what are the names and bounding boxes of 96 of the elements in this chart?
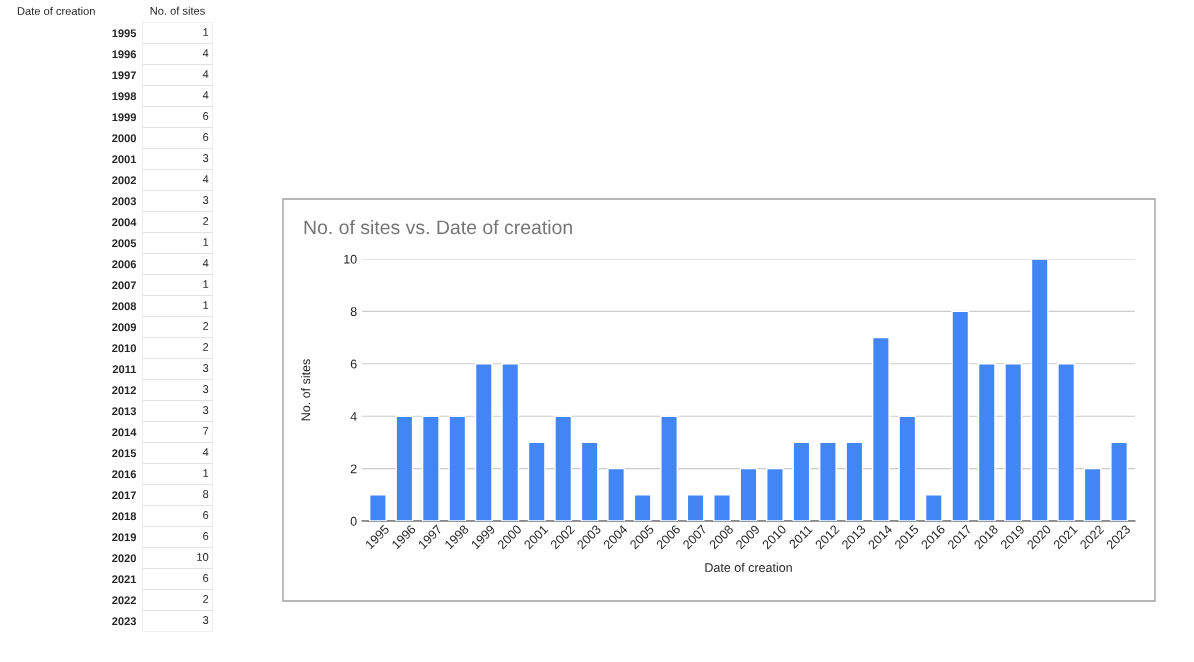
y-tick-label: 2023 [112, 617, 137, 626]
bar [368, 494, 387, 521]
y-axis-title: Date of creation [17, 6, 95, 15]
data-label: 4 [202, 259, 209, 267]
data-label: 6 [203, 511, 209, 519]
bar [845, 441, 864, 521]
data-label: 6 [203, 133, 209, 141]
bar [1030, 259, 1049, 521]
y-tick-label: 2020 [112, 554, 136, 563]
bar [924, 494, 943, 521]
y-tick-label: 2016 [112, 470, 137, 479]
y-tick-label: 2004 [112, 218, 137, 227]
y-tick-label: 2014 [112, 428, 137, 437]
data-label: 3 [202, 616, 209, 624]
bar [713, 494, 731, 521]
bar [977, 363, 996, 521]
bar [686, 494, 705, 521]
y-tick-label: 2005 [112, 239, 137, 248]
bar [660, 415, 678, 521]
x-axis-title: Date of creation [705, 562, 792, 572]
y-tick-label: 0 [350, 516, 357, 526]
bar [871, 336, 890, 521]
bar [554, 415, 573, 521]
y-tick-label: 2 [350, 464, 357, 474]
y-tick-label: 8 [350, 307, 357, 317]
data-label: 7 [203, 427, 209, 435]
data-label: 3 [202, 364, 209, 372]
bar [1057, 363, 1076, 521]
y-tick-label: 2012 [112, 386, 136, 395]
y-tick-label: 2003 [112, 197, 137, 206]
bar [766, 467, 784, 521]
bar [448, 415, 467, 521]
y-tick-label: 1996 [112, 50, 137, 59]
y-tick-label: 1999 [112, 113, 137, 122]
y-tick-label: 10 [344, 254, 357, 264]
y-tick-label: 1995 [112, 29, 137, 38]
bar [1110, 441, 1129, 521]
y-tick-label: 2002 [112, 176, 136, 185]
data-label: 2 [203, 322, 209, 330]
y-tick-label: 1998 [112, 92, 137, 101]
y-tick-label: 2007 [112, 281, 136, 290]
data-label: 8 [203, 490, 209, 498]
bar [739, 467, 758, 521]
data-label: 2 [203, 343, 209, 351]
bar [819, 441, 837, 521]
y-tick-label: 2017 [112, 491, 136, 500]
data-label: 2 [203, 595, 209, 603]
bar [474, 363, 493, 521]
data-label: 3 [202, 196, 209, 204]
bar [580, 441, 599, 521]
bar [421, 415, 440, 521]
y-tick-label: 1997 [112, 71, 136, 80]
y-tick-label: 2000 [112, 134, 136, 143]
bar [501, 363, 520, 521]
data-label: 1 [203, 28, 209, 36]
y-tick-label: 2013 [112, 407, 137, 416]
y-tick-label: 2006 [112, 260, 137, 269]
y-tick-label: 4 [350, 412, 357, 421]
data-label: 4 [202, 49, 209, 57]
bar [527, 441, 546, 521]
bar [1083, 467, 1102, 521]
y-tick-label: 6 [350, 359, 357, 369]
bar [633, 494, 652, 521]
data-label: 6 [203, 532, 209, 540]
y-tick-label: 2021 [112, 575, 137, 584]
data-label: 4 [202, 448, 209, 456]
data-label: 4 [202, 70, 209, 78]
data-label: 6 [203, 574, 209, 582]
bar [1004, 363, 1023, 521]
data-label: 1 [203, 238, 209, 246]
y-tick-label: 2018 [112, 512, 137, 521]
y-tick-label: 2010 [112, 344, 136, 353]
bar [951, 310, 970, 521]
bar [792, 441, 811, 521]
y-axis-title: No. of sites [301, 359, 311, 421]
data-label: 6 [203, 112, 209, 120]
data-label: 4 [202, 175, 209, 183]
bar [607, 467, 626, 521]
bar [898, 415, 917, 521]
y-tick-label: 2009 [112, 323, 137, 332]
data-label: 1 [203, 469, 209, 477]
chart-title: No. of sites vs. Date of creation [304, 219, 572, 235]
bar [395, 415, 414, 521]
y-tick-label: 2015 [112, 449, 137, 458]
data-label: 4 [202, 91, 209, 99]
y-tick-label: 2001 [112, 155, 137, 164]
data-label: 1 [203, 280, 209, 288]
data-label: 3 [202, 385, 209, 393]
data-label: 3 [202, 406, 209, 414]
data-label: 1 [203, 301, 209, 309]
y-tick-label: 2022 [112, 596, 136, 605]
data-label: 10 [197, 553, 209, 561]
y-tick-label: 2008 [112, 302, 137, 311]
data-label: 2 [203, 217, 209, 225]
y-tick-label: 2011 [112, 365, 137, 374]
data-label: 3 [202, 154, 209, 162]
